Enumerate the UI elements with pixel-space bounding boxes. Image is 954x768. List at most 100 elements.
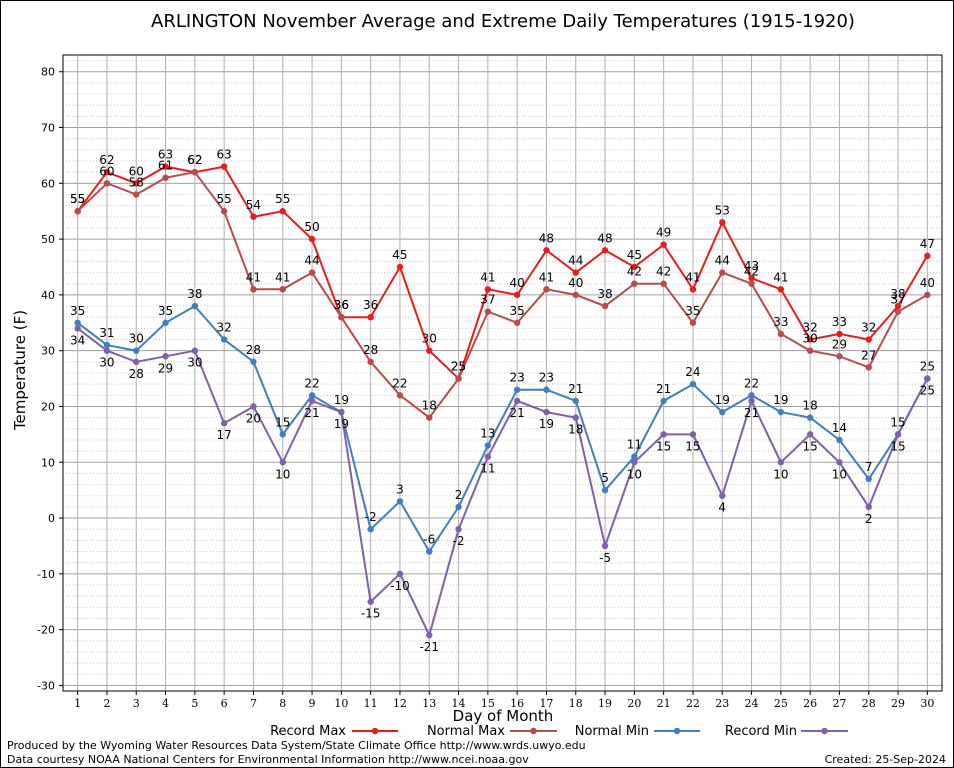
point-normal-max (543, 286, 550, 293)
x-tick-label: 5 (191, 697, 198, 710)
point-normal-min (191, 302, 199, 310)
data-label-normal-max: 40 (920, 276, 935, 290)
point-record-max (777, 286, 785, 293)
point-normal-min (806, 414, 814, 421)
data-label-normal-min: 21 (656, 382, 671, 396)
data-label-normal-max: 55 (70, 192, 85, 206)
x-tick-label: 24 (745, 697, 759, 710)
y-axis-ticks: -30 -20 -10 0 10 20 30 40 50 60 70 80 (37, 66, 63, 692)
data-label-normal-max: 55 (217, 192, 232, 206)
point-record-min (543, 408, 550, 416)
x-tick-label: 9 (309, 697, 316, 710)
data-label-record-min: 25 (920, 384, 935, 398)
point-record-max (513, 291, 521, 299)
data-label-normal-max: 42 (744, 265, 759, 279)
point-normal-max (426, 414, 433, 421)
series-line-normal-max (77, 171, 928, 420)
data-label-record-min: 15 (803, 439, 818, 453)
data-label-record-max: 45 (392, 248, 407, 262)
data-label-normal-max: 25 (451, 360, 466, 374)
data-label-record-max: 48 (597, 231, 612, 245)
point-record-max (133, 180, 140, 187)
point-record-max (631, 263, 638, 271)
data-label-record-max: 25 (451, 360, 466, 374)
data-label-normal-max: 29 (832, 337, 847, 351)
data-label-record-max: 32 (803, 321, 818, 335)
point-normal-max (924, 291, 931, 299)
data-label-normal-max: 60 (99, 164, 114, 178)
data-label-normal-min: 22 (304, 376, 319, 390)
data-label-record-max: 32 (861, 321, 876, 335)
point-record-max (367, 314, 374, 321)
data-label-record-min: 10 (773, 467, 788, 481)
data-label-normal-min: 38 (187, 287, 202, 301)
x-axis-label: Day of Month (453, 707, 554, 725)
point-normal-max (396, 392, 404, 399)
y-tick-label: 40 (41, 289, 55, 302)
data-label-record-min: 2 (865, 512, 873, 526)
data-label-record-min: 11 (480, 462, 495, 476)
y-tick-label: 30 (41, 345, 55, 358)
point-normal-max (865, 364, 872, 371)
data-label-normal-min: 19 (715, 393, 730, 407)
data-label-record-max: 53 (715, 203, 730, 217)
x-tick-label: 7 (250, 697, 257, 710)
x-tick-label: 20 (627, 697, 641, 710)
data-label-normal-min: 3 (396, 482, 404, 496)
data-label-record-max: 41 (480, 270, 495, 284)
point-record-max (426, 347, 433, 354)
x-axis-ticks: 1 2 3 4 5 6 7 8 9 10 11 12 13 14 15 16 17 18 19 20 21 22 23 24 2… (74, 691, 934, 710)
data-label-record-max: 40 (510, 276, 525, 290)
point-normal-min (777, 408, 785, 416)
data-label-record-max: 47 (920, 237, 935, 251)
point-normal-min (572, 397, 579, 405)
data-label-normal-min: 24 (685, 365, 700, 379)
x-tick-label: 12 (393, 697, 407, 710)
point-normal-max (338, 314, 345, 321)
x-tick-label: 3 (133, 697, 140, 710)
point-normal-min (162, 319, 169, 326)
point-normal-max (191, 168, 199, 176)
data-label-record-max: 49 (656, 226, 671, 240)
x-tick-label: 29 (891, 697, 905, 710)
data-label-normal-min: 14 (832, 421, 847, 435)
point-record-min (396, 570, 404, 578)
point-record-min (191, 347, 199, 354)
data-label-normal-min: 7 (865, 460, 873, 474)
data-label-record-min: 21 (304, 406, 319, 420)
point-record-min (162, 353, 169, 360)
point-normal-min (865, 475, 872, 483)
chart-title: ARLINGTON November Average and Extreme D… (151, 11, 855, 32)
data-label-normal-min: 31 (99, 326, 114, 340)
point-normal-min (74, 319, 81, 326)
data-label-normal-min: -6 (423, 533, 435, 547)
point-record-min (220, 420, 228, 427)
data-label-normal-max: 35 (685, 304, 700, 318)
x-tick-label: 2 (103, 697, 110, 710)
data-label-normal-max: 44 (715, 254, 730, 268)
y-tick-label: -30 (37, 679, 55, 692)
data-label-normal-max: 62 (187, 153, 202, 167)
point-normal-max (513, 319, 521, 326)
point-normal-max (719, 269, 726, 276)
point-normal-max (572, 291, 579, 299)
data-label-record-max: 50 (304, 220, 319, 234)
data-label-record-max: 36 (363, 298, 378, 312)
data-label-record-max: 63 (158, 148, 173, 162)
footer-data-courtesy: Data courtesy NOAA National Centers for … (7, 753, 529, 766)
data-label-record-min: 34 (70, 333, 85, 347)
x-tick-label: 13 (422, 697, 436, 710)
data-label-record-max: 36 (334, 298, 349, 312)
point-record-min (806, 431, 814, 438)
x-tick-label: 16 (510, 697, 524, 710)
data-label-record-min: 21 (510, 406, 525, 420)
point-normal-min (250, 358, 257, 366)
legend-marker-normal-max (530, 727, 537, 735)
data-label-normal-max: 41 (246, 270, 261, 284)
x-tick-label: 25 (774, 697, 788, 710)
point-record-min (719, 492, 726, 499)
footer-produced-by: Produced by the Wyoming Water Resources … (7, 739, 586, 752)
series-line-normal-min (77, 304, 929, 554)
